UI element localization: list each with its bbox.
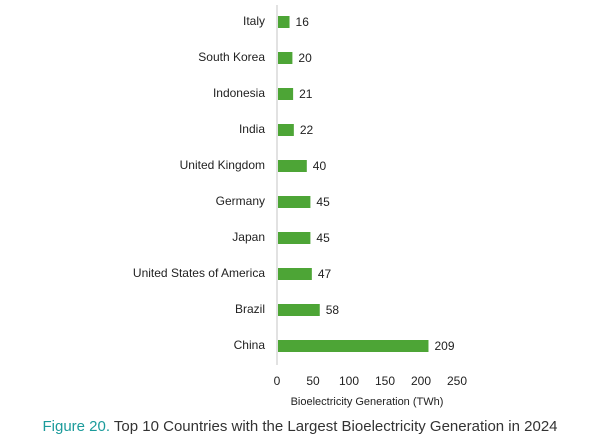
figure-caption: Figure 20. Top 10 Countries with the Lar… xyxy=(0,418,600,435)
x-tick-label: 50 xyxy=(306,374,320,388)
data-label: 21 xyxy=(299,87,313,101)
category-label: United States of America xyxy=(133,266,265,280)
bar xyxy=(278,232,311,244)
category-label: Japan xyxy=(232,230,265,244)
category-label: Brazil xyxy=(235,302,265,316)
figure-label: Figure 20. xyxy=(42,418,111,435)
data-label: 22 xyxy=(300,123,314,137)
bar xyxy=(278,340,429,352)
data-label: 16 xyxy=(296,15,310,29)
data-label: 40 xyxy=(313,159,327,173)
x-tick-label: 200 xyxy=(411,374,431,388)
x-tick-label: 150 xyxy=(375,374,395,388)
bar xyxy=(278,160,307,172)
data-label: 20 xyxy=(298,51,312,65)
category-label: Indonesia xyxy=(213,86,265,100)
category-label: India xyxy=(239,122,265,136)
bar xyxy=(278,16,290,28)
bar-chart: Italy 16 South Korea 20 Indonesia 21 India 22 Un… xyxy=(133,5,467,408)
category-label: China xyxy=(234,338,266,352)
data-label: 45 xyxy=(316,195,330,209)
bar xyxy=(278,196,311,208)
data-label: 45 xyxy=(316,231,330,245)
category-label: Italy xyxy=(243,14,265,28)
x-tick-label: 250 xyxy=(447,374,467,388)
bar xyxy=(278,124,294,136)
data-label: 58 xyxy=(326,303,340,317)
bar xyxy=(278,52,293,64)
category-label: Germany xyxy=(216,194,265,208)
bar xyxy=(278,268,312,280)
data-label: 209 xyxy=(434,339,454,353)
category-label: South Korea xyxy=(198,50,265,64)
x-tick-label: 0 xyxy=(274,374,281,388)
bar xyxy=(278,304,320,316)
figure-title: Top 10 Countries with the Largest Bioele… xyxy=(110,418,558,435)
x-tick-label: 100 xyxy=(339,374,359,388)
x-axis-title: Bioelectricity Generation (TWh) xyxy=(291,396,444,408)
bar xyxy=(278,88,294,100)
category-label: United Kingdom xyxy=(180,158,265,172)
data-label: 47 xyxy=(318,267,332,281)
